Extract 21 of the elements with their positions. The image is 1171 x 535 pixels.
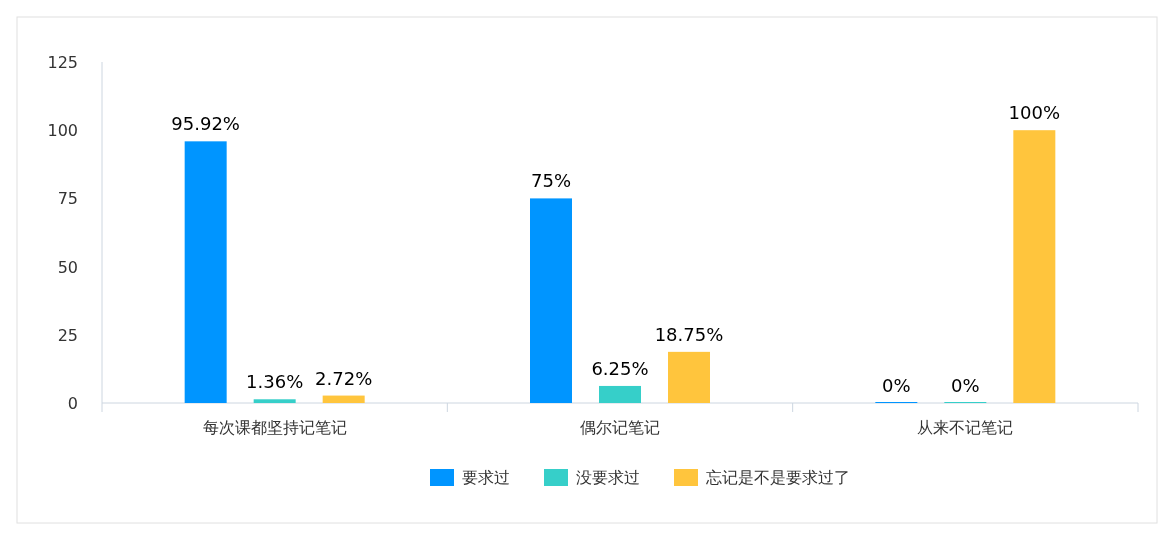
data-label: 1.36% bbox=[246, 371, 304, 393]
data-label: 100% bbox=[1008, 102, 1061, 124]
legend-label: 没要求过 bbox=[576, 468, 640, 487]
data-label: 2.72% bbox=[315, 367, 373, 389]
data-label: 75% bbox=[530, 170, 572, 192]
data-label: 0% bbox=[951, 375, 980, 396]
x-tick-label: 每次课都坚持记笔记 bbox=[202, 418, 347, 437]
data-label: 6.25% bbox=[591, 357, 649, 379]
data-label: 95.92% bbox=[171, 113, 240, 135]
y-tick-label: 125 bbox=[47, 53, 78, 72]
data-label: 18.75% bbox=[654, 323, 724, 345]
x-tick-label: 从来不记笔记 bbox=[917, 418, 1014, 437]
legend-label: 要求过 bbox=[462, 468, 510, 487]
legend-label: 忘记是不是要求过了 bbox=[706, 468, 850, 487]
x-tick-label: 偶尔记笔记 bbox=[580, 418, 660, 437]
y-tick-label: 75 bbox=[57, 189, 78, 209]
y-tick-label: 100 bbox=[47, 121, 78, 141]
y-tick-label: 50 bbox=[57, 257, 78, 277]
y-tick-label: 25 bbox=[57, 325, 78, 345]
data-label: 0% bbox=[882, 375, 911, 396]
y-tick-label: 0 bbox=[67, 394, 78, 413]
